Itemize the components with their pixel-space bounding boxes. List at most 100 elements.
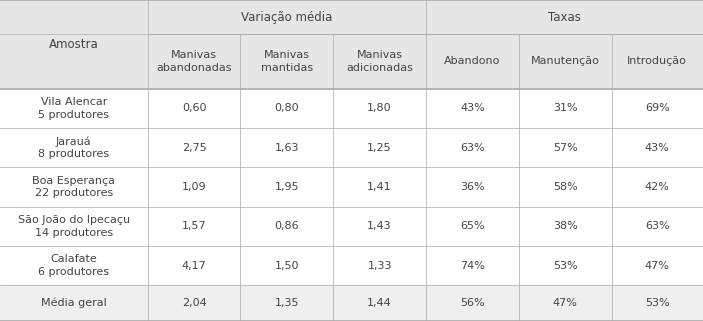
Bar: [240, 34, 333, 89]
Text: 63%: 63%: [645, 221, 670, 231]
Bar: [426, 207, 519, 246]
Bar: [519, 285, 612, 321]
Bar: [426, 167, 519, 207]
Text: Manutenção: Manutenção: [531, 56, 600, 66]
Bar: [240, 207, 333, 246]
Bar: [519, 128, 612, 167]
Text: 2,75: 2,75: [181, 143, 207, 153]
Text: 69%: 69%: [645, 103, 670, 113]
Text: 0,60: 0,60: [182, 103, 206, 113]
Bar: [519, 89, 612, 128]
Text: 63%: 63%: [460, 143, 485, 153]
Bar: [426, 89, 519, 128]
Bar: [333, 167, 426, 207]
Bar: [148, 285, 240, 321]
Bar: [612, 34, 703, 89]
Text: 53%: 53%: [645, 298, 670, 308]
Text: 1,41: 1,41: [367, 182, 392, 192]
Text: 47%: 47%: [645, 261, 670, 271]
Bar: [148, 89, 240, 128]
Text: 1,35: 1,35: [275, 298, 299, 308]
Text: 1,57: 1,57: [181, 221, 207, 231]
Bar: [519, 246, 612, 285]
Bar: [426, 246, 519, 285]
Text: 1,95: 1,95: [274, 182, 299, 192]
Text: Vila Alencar
5 produtores: Vila Alencar 5 produtores: [39, 97, 109, 120]
Bar: [519, 0, 612, 34]
Bar: [0, 246, 148, 285]
Text: 58%: 58%: [553, 182, 578, 192]
Text: Jarauá
8 produtores: Jarauá 8 produtores: [38, 136, 110, 159]
Bar: [240, 246, 333, 285]
Bar: [519, 207, 612, 246]
Text: 1,50: 1,50: [275, 261, 299, 271]
Text: São João do Ipecaçu
14 produtores: São João do Ipecaçu 14 produtores: [18, 215, 130, 238]
Text: Média geral: Média geral: [41, 298, 107, 308]
Text: 1,25: 1,25: [367, 143, 392, 153]
Text: 53%: 53%: [553, 261, 578, 271]
Bar: [0, 167, 148, 207]
Bar: [612, 128, 703, 167]
Bar: [333, 128, 426, 167]
Bar: [148, 0, 240, 34]
Bar: [612, 207, 703, 246]
Text: Boa Esperança
22 produtores: Boa Esperança 22 produtores: [32, 176, 115, 198]
Text: Introdução: Introdução: [627, 56, 688, 66]
Text: 1,33: 1,33: [368, 261, 392, 271]
Bar: [148, 128, 240, 167]
Text: 1,63: 1,63: [275, 143, 299, 153]
Text: 42%: 42%: [645, 182, 670, 192]
Text: 43%: 43%: [460, 103, 485, 113]
Text: 47%: 47%: [553, 298, 578, 308]
Bar: [426, 128, 519, 167]
Bar: [333, 207, 426, 246]
Bar: [240, 285, 333, 321]
Bar: [426, 34, 519, 89]
Bar: [148, 246, 240, 285]
Bar: [333, 89, 426, 128]
Text: 56%: 56%: [460, 298, 485, 308]
Text: 43%: 43%: [645, 143, 670, 153]
Bar: [519, 167, 612, 207]
Bar: [240, 167, 333, 207]
Bar: [612, 285, 703, 321]
Bar: [333, 246, 426, 285]
Bar: [333, 34, 426, 89]
Text: 4,17: 4,17: [181, 261, 207, 271]
Bar: [240, 128, 333, 167]
Text: 57%: 57%: [553, 143, 578, 153]
Text: Manivas
abandonadas: Manivas abandonadas: [156, 50, 232, 73]
Bar: [612, 89, 703, 128]
Bar: [426, 285, 519, 321]
Text: Manivas
mantidas: Manivas mantidas: [261, 50, 313, 73]
Text: 38%: 38%: [553, 221, 578, 231]
Text: Manivas
adicionadas: Manivas adicionadas: [346, 50, 413, 73]
Text: Calafate
6 produtores: Calafate 6 produtores: [39, 254, 109, 277]
Bar: [612, 246, 703, 285]
Text: 65%: 65%: [460, 221, 485, 231]
Bar: [0, 0, 148, 34]
Bar: [0, 128, 148, 167]
Bar: [148, 34, 240, 89]
Bar: [333, 285, 426, 321]
Text: 31%: 31%: [553, 103, 578, 113]
Bar: [240, 89, 333, 128]
Text: Amostra: Amostra: [49, 38, 98, 51]
Text: 0,86: 0,86: [274, 221, 299, 231]
Bar: [612, 0, 703, 34]
Bar: [0, 34, 148, 89]
Text: 1,43: 1,43: [367, 221, 392, 231]
Bar: [612, 167, 703, 207]
Text: Abandono: Abandono: [444, 56, 501, 66]
Text: 0,80: 0,80: [274, 103, 299, 113]
Bar: [0, 207, 148, 246]
Bar: [148, 207, 240, 246]
Bar: [426, 0, 519, 34]
Text: Variação média: Variação média: [241, 11, 333, 23]
Text: Taxas: Taxas: [548, 11, 581, 23]
Text: 2,04: 2,04: [181, 298, 207, 308]
Text: 1,09: 1,09: [181, 182, 207, 192]
Bar: [333, 0, 426, 34]
Bar: [240, 0, 333, 34]
Bar: [148, 167, 240, 207]
